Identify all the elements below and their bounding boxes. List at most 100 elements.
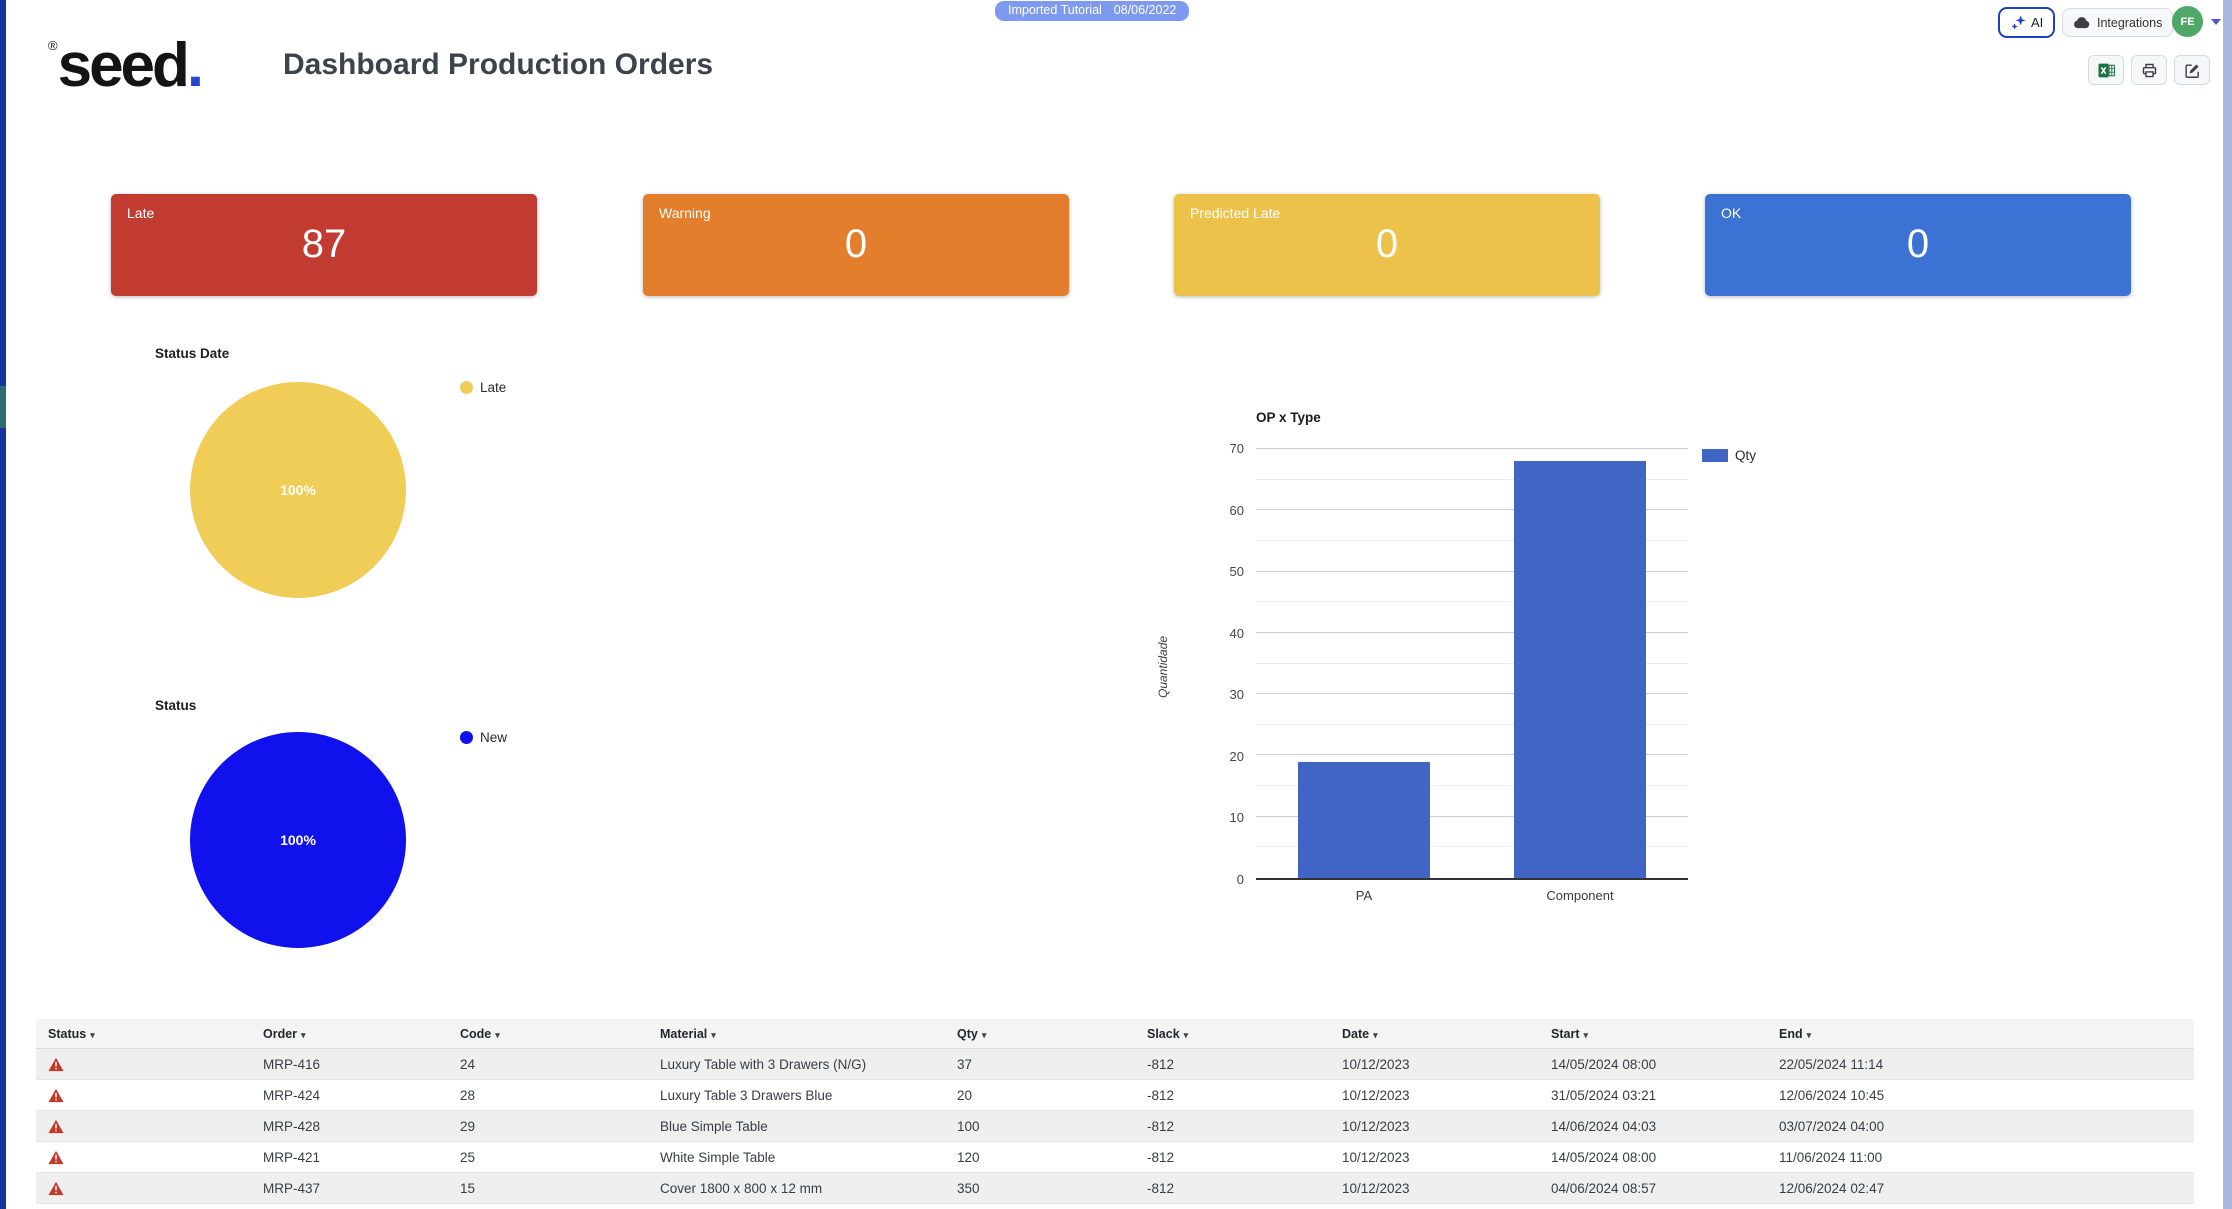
column-header-material[interactable]: Material ▾ <box>660 1026 716 1041</box>
status-pie-value-label: 100% <box>280 832 316 848</box>
logo-dot: . <box>186 31 205 100</box>
order-cell: MRP-437 <box>263 1180 321 1196</box>
column-header-order[interactable]: Order ▾ <box>263 1026 306 1041</box>
op-type-y-axis-ticks: 0 10 20 30 40 50 60 70 <box>1229 441 1244 887</box>
op-type-legend: Qty <box>1702 448 1756 463</box>
column-header-end[interactable]: End ▾ <box>1779 1026 1812 1041</box>
material-cell: Cover 1800 x 800 x 12 mm <box>660 1180 823 1196</box>
column-header-code[interactable]: Code ▾ <box>460 1026 500 1041</box>
x-label-pa: PA <box>1355 888 1373 903</box>
start-cell: 04/06/2024 08:57 <box>1551 1180 1657 1196</box>
status-date-pie-value-label: 100% <box>280 482 316 498</box>
table-row[interactable]: MRP-421 25 White Simple Table 120 -812 1… <box>36 1142 2194 1173</box>
status-cell <box>36 1119 251 1134</box>
slack-cell: -812 <box>1147 1180 1175 1196</box>
table-row[interactable]: MRP-428 29 Blue Simple Table 100 -812 10… <box>36 1111 2194 1142</box>
status-cell <box>36 1150 251 1165</box>
legend-label-late: Late <box>480 380 507 395</box>
sparkle-icon <box>2010 14 2027 31</box>
date-cell: 10/12/2023 <box>1342 1056 1410 1072</box>
qty-cell: 20 <box>957 1087 973 1103</box>
integrations-button-label: Integrations <box>2097 15 2163 30</box>
ai-button[interactable]: AI <box>1998 7 2056 38</box>
badge-label: Imported Tutorial <box>1008 3 1102 17</box>
material-cell: Luxury Table with 3 Drawers (N/G) <box>660 1056 867 1072</box>
bar-chart-bars <box>1256 449 1688 878</box>
card-warning[interactable]: Warning 0 <box>643 194 1069 296</box>
imported-tutorial-badge: Imported Tutorial 08/06/2022 <box>995 1 1190 21</box>
sort-caret-icon: ▾ <box>1806 1029 1812 1040</box>
sort-caret-icon: ▾ <box>495 1029 500 1040</box>
qty-cell: 100 <box>957 1118 980 1134</box>
bar-pa[interactable] <box>1298 761 1430 878</box>
ai-button-label: AI <box>2031 15 2044 30</box>
date-cell: 10/12/2023 <box>1342 1180 1410 1196</box>
cloud-icon <box>2073 16 2090 29</box>
column-header-qty[interactable]: Qty ▾ <box>957 1026 987 1041</box>
material-cell: White Simple Table <box>660 1149 776 1165</box>
sort-caret-icon: ▾ <box>1183 1029 1189 1040</box>
dashboard-toolbar <box>2088 55 2210 85</box>
code-cell: 15 <box>460 1180 476 1196</box>
column-header-slack[interactable]: Slack ▾ <box>1147 1026 1189 1041</box>
card-late[interactable]: Late 87 <box>111 194 537 296</box>
table-row[interactable]: MRP-416 24 Luxury Table with 3 Drawers (… <box>36 1049 2194 1080</box>
avatar[interactable]: FE <box>2172 6 2203 37</box>
sort-caret-icon: ▾ <box>1583 1029 1589 1040</box>
legend-swatch-late <box>460 381 473 394</box>
status-date-pie[interactable]: 100% <box>190 382 406 598</box>
column-header-start[interactable]: Start ▾ <box>1551 1026 1589 1041</box>
avatar-menu-caret-icon[interactable] <box>2211 19 2221 25</box>
left-edge-strip <box>0 0 6 1209</box>
op-type-y-axis-title: Quantidade <box>1156 635 1170 699</box>
print-button[interactable] <box>2131 55 2167 85</box>
status-date-legend: Late <box>460 380 506 395</box>
column-header-date[interactable]: Date ▾ <box>1342 1026 1378 1041</box>
sort-caret-icon: ▾ <box>1373 1029 1378 1040</box>
sort-caret-icon: ▾ <box>90 1029 95 1040</box>
page-scrollbar[interactable] <box>2223 0 2232 1209</box>
sort-caret-icon: ▾ <box>301 1029 306 1040</box>
left-edge-accent <box>0 386 6 428</box>
start-cell: 14/05/2024 08:00 <box>1551 1056 1657 1072</box>
export-excel-button[interactable] <box>2088 55 2124 85</box>
end-cell: 12/06/2024 10:45 <box>1779 1087 1885 1103</box>
table-row[interactable]: MRP-437 15 Cover 1800 x 800 x 12 mm 350 … <box>36 1173 2194 1204</box>
card-ok[interactable]: OK 0 <box>1705 194 2131 296</box>
bar-component[interactable] <box>1514 461 1646 878</box>
status-cell <box>36 1181 251 1196</box>
badge-date: 08/06/2022 <box>1113 3 1177 17</box>
warning-triangle-icon <box>48 1181 64 1195</box>
status-pie[interactable]: 100% <box>190 732 406 948</box>
start-cell: 31/05/2024 03:21 <box>1551 1087 1657 1103</box>
integrations-button[interactable]: Integrations <box>2062 8 2174 37</box>
start-cell: 14/06/2024 04:03 <box>1551 1118 1657 1134</box>
page-title: Dashboard Production Orders <box>283 48 714 81</box>
material-cell: Luxury Table 3 Drawers Blue <box>660 1087 833 1103</box>
excel-icon <box>2098 62 2115 79</box>
printer-icon <box>2141 62 2158 79</box>
table-row[interactable]: MRP-424 28 Luxury Table 3 Drawers Blue 2… <box>36 1080 2194 1111</box>
registered-mark: ® <box>48 38 58 53</box>
status-cell <box>36 1088 251 1103</box>
column-header-status[interactable]: Status ▾ <box>48 1026 95 1041</box>
card-late-label: Late <box>127 205 155 221</box>
order-cell: MRP-421 <box>263 1149 321 1165</box>
edit-button[interactable] <box>2174 55 2210 85</box>
end-cell: 03/07/2024 04:00 <box>1779 1118 1885 1134</box>
date-cell: 10/12/2023 <box>1342 1149 1410 1165</box>
start-cell: 14/05/2024 08:00 <box>1551 1149 1657 1165</box>
date-cell: 10/12/2023 <box>1342 1087 1410 1103</box>
legend-swatch-new <box>460 731 473 744</box>
slack-cell: -812 <box>1147 1118 1175 1134</box>
end-cell: 12/06/2024 02:47 <box>1779 1180 1885 1196</box>
warning-triangle-icon <box>48 1057 64 1071</box>
code-cell: 24 <box>460 1056 476 1072</box>
seed-logo: ®seed. <box>48 30 204 101</box>
slack-cell: -812 <box>1147 1087 1175 1103</box>
end-cell: 22/05/2024 11:14 <box>1779 1056 1884 1072</box>
x-label-component: Component <box>1546 888 1614 903</box>
card-predicted-late[interactable]: Predicted Late 0 <box>1174 194 1600 296</box>
code-cell: 28 <box>460 1087 476 1103</box>
